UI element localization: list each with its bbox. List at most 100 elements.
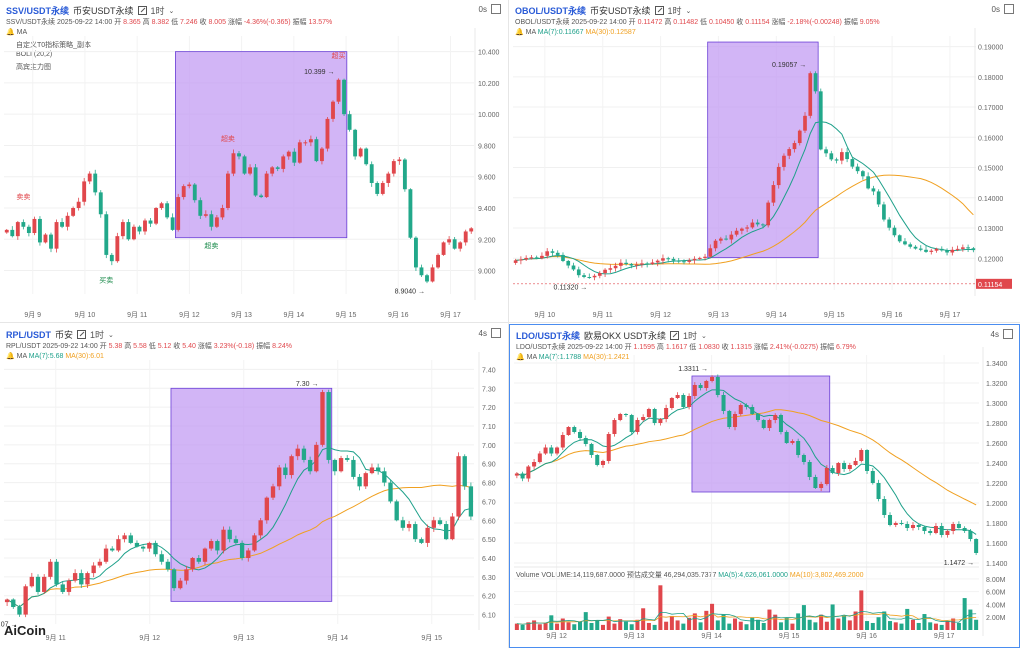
y-tick-label: 9.800 [478, 143, 496, 150]
symbol-label[interactable]: LDO/USDT永续 [516, 331, 580, 341]
y-tick-label: 9.200 [478, 237, 496, 244]
candle-body [830, 468, 835, 473]
volume-bar [687, 617, 692, 630]
candle-body [456, 456, 461, 517]
timeframe-select[interactable]: 1时 [150, 6, 165, 16]
candle-body [126, 222, 131, 240]
chart-panel-ssv[interactable]: SSV/USDT永续 币安USDT永续 1时 ⌄ 0s SSV/USDT永续 2… [0, 0, 507, 322]
candle-body [198, 200, 203, 216]
candle-body [582, 275, 586, 277]
candle-body [345, 458, 350, 460]
candle-body [899, 523, 904, 524]
edit-icon[interactable] [77, 330, 87, 339]
candle-body [608, 268, 613, 270]
candle-body [813, 477, 818, 488]
candle-body [797, 130, 802, 144]
candle-body [93, 173, 98, 193]
ma-legend[interactable]: 🔔 MA MA(7):1.1788 MA(30):1.2421 [516, 354, 630, 361]
candlestick-chart[interactable]: 10.400 10.200 10.000 9.800 9.600 9.400 9.200 9.… [0, 0, 507, 322]
candle-body [560, 435, 565, 448]
candle-body [893, 523, 898, 525]
bell-icon[interactable]: 🔔 [515, 29, 524, 36]
timeframe-select[interactable]: 1时 [90, 330, 105, 340]
candle-body [961, 247, 965, 249]
candle-body [252, 535, 257, 551]
x-tick-label: 9月 14 [701, 632, 722, 640]
timeframe-select[interactable]: 1时 [667, 6, 682, 16]
bell-icon[interactable]: 🔔 [6, 353, 15, 360]
ma-legend[interactable]: 🔔 MA MA(7):5.68 MA(30):6.01 [6, 353, 104, 360]
candle-body [85, 573, 90, 585]
edit-icon[interactable] [654, 6, 664, 15]
symbol-label[interactable]: RPL/USDT [6, 329, 51, 340]
candle-body [336, 79, 341, 102]
volume-bar [652, 624, 657, 630]
chart-panel-ldo[interactable]: LDO/USDT永续 欧易OKX USDT永续 1时 ⌄ 4s LDO/USDT… [509, 324, 1020, 648]
chevron-down-icon[interactable]: ⌄ [685, 7, 692, 15]
candlestick-chart[interactable]: 1.3400 1.3200 1.3000 1.2800 1.2600 1.2400 1.22… [510, 325, 1019, 647]
symbol-label[interactable]: OBOL/USDT永续 [515, 6, 586, 16]
volume-bar [796, 613, 801, 630]
volume-bar [870, 622, 875, 630]
volume-bar [600, 624, 605, 630]
candle-body [35, 576, 41, 592]
y-tick-label: 1.1400 [986, 561, 1008, 568]
candle-body [441, 242, 446, 255]
candle-body [303, 142, 308, 144]
candle-body [790, 441, 795, 443]
edit-icon[interactable] [137, 6, 147, 15]
candle-body [876, 483, 881, 499]
volume-bar [744, 624, 749, 630]
bell-icon[interactable]: 🔔 [516, 354, 525, 361]
candle-body [270, 167, 275, 174]
volume-bar [778, 622, 783, 630]
chevron-down-icon[interactable]: ⌄ [701, 332, 707, 340]
candle-body [469, 228, 474, 232]
candle-body [745, 227, 749, 229]
chart-panel-obol[interactable]: OBOL/USDT永续 币安USDT永续 1时 ⌄ 0s OBOL/USDT永续… [509, 0, 1020, 322]
candlestick-chart[interactable]: 7.40 7.30 7.20 7.10 7.00 6.90 6.80 6.70 6.60 6.50… [0, 324, 507, 648]
y-tick-label: 6.60 [482, 518, 496, 525]
candle-body [697, 257, 702, 259]
candle-body [320, 148, 324, 162]
bell-icon[interactable]: 🔔 [6, 29, 15, 36]
ma30-line [515, 174, 974, 265]
edit-icon[interactable] [670, 331, 680, 340]
candle-body [351, 459, 356, 477]
x-tick-label: 9月 13 [233, 634, 254, 642]
indicator-line-3[interactable]: 高宾主力图 [16, 64, 51, 71]
candle-body [718, 238, 723, 241]
volume-bar [784, 617, 789, 630]
candle-body [661, 258, 665, 261]
ma-legend[interactable]: 🔔 MA [6, 29, 28, 36]
y-tick-label: 7.40 [482, 367, 496, 374]
chevron-down-icon[interactable]: ⌄ [168, 7, 175, 15]
ma-legend[interactable]: 🔔 MA MA(7):0.11667 MA(30):0.12587 [515, 29, 636, 36]
maximize-icon[interactable] [491, 328, 501, 338]
candlestick-chart[interactable]: 0.19000 0.18000 0.17000 0.16000 0.15000 0.140… [509, 0, 1020, 322]
candle-body [968, 531, 973, 539]
maximize-icon[interactable] [1003, 329, 1013, 339]
candle-body [597, 273, 602, 276]
candle-body [784, 432, 789, 443]
symbol-label[interactable]: SSV/USDT永续 [6, 6, 70, 16]
timeframe-select[interactable]: 1时 [683, 331, 698, 341]
ma7-line [6, 447, 472, 608]
candle-body [137, 226, 142, 232]
chart-panel-rpl[interactable]: RPL/USDT 币安 1时 ⌄ 4s RPL/USDT 2025-09-22 … [0, 324, 507, 648]
volume-bar [916, 622, 921, 630]
candle-body [148, 220, 153, 224]
candle-body [120, 222, 125, 237]
candle-body [555, 447, 560, 454]
chevron-down-icon[interactable]: ⌄ [108, 331, 114, 339]
candle-body [270, 486, 276, 498]
indicator-line-1[interactable]: 自定义T0指标策略_副本 [16, 42, 92, 49]
ma30-line [6, 484, 472, 608]
candle-body [239, 542, 245, 558]
maximize-icon[interactable] [1004, 4, 1014, 14]
candle-body [375, 467, 381, 472]
x-tick-label: 9月 16 [388, 311, 409, 319]
maximize-icon[interactable] [491, 4, 501, 14]
indicator-line-2[interactable]: BOLI (20,2) [16, 51, 53, 58]
candle-body [803, 115, 807, 131]
